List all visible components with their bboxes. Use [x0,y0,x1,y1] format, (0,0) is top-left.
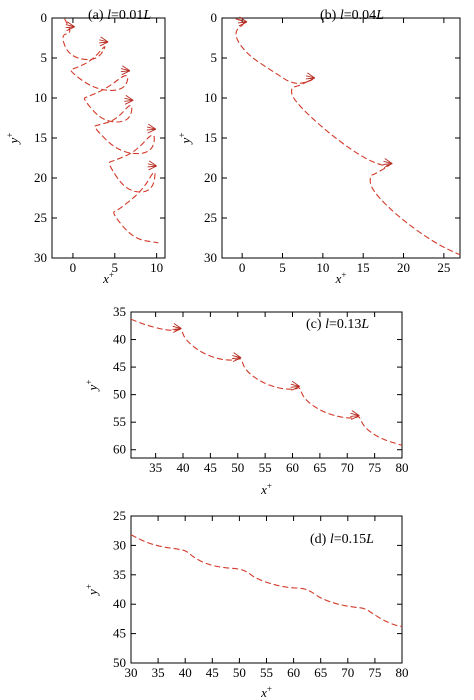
x-tick-label: 75 [368,460,381,475]
y-tick-label: 30 [113,537,126,552]
y-axis-title: y+ [84,380,100,393]
y-tick-label: 15 [204,130,217,145]
x-tick-label: 30 [125,665,138,680]
x-tick-label: 45 [204,460,217,475]
cusp-marker [65,21,75,32]
plot-frame [130,311,403,459]
y-tick-label: 45 [113,626,126,641]
x-tick-label: 55 [259,460,272,475]
x-tick-label: 25 [437,260,450,275]
x-tick-label: 70 [341,665,354,680]
y-tick-label: 40 [113,332,126,347]
trajectory-line [235,18,460,256]
x-tick-label: 35 [152,665,165,680]
x-axis-title: x+ [335,270,347,286]
trajectory-line [131,318,402,446]
y-tick-label: 25 [204,210,217,225]
cusp-marker [147,160,157,171]
x-tick-label: 45 [206,665,219,680]
x-tick-label: 40 [179,665,192,680]
panel-label: (a) l=0.01L [88,8,151,23]
y-tick-label: 30 [204,250,217,265]
y-tick-label: 10 [34,90,47,105]
y-tick-label: 20 [34,170,47,185]
x-tick-label: 70 [341,460,354,475]
trajectory-line [62,18,159,244]
y-tick-label: 55 [113,414,126,429]
trajectory-line [131,534,402,628]
x-tick-label: 50 [233,665,246,680]
x-axis-title: x+ [102,270,114,286]
x-tick-label: 0 [239,260,246,275]
x-axis-title: x+ [260,684,272,700]
cusp-marker [99,36,109,47]
cusp-marker [172,323,182,333]
x-tick-label: 20 [397,260,410,275]
x-tick-label: 40 [177,460,190,475]
y-tick-label: 35 [113,567,126,582]
y-tick-label: 50 [113,387,126,402]
y-tick-label: 20 [204,170,217,185]
y-tick-label: 40 [113,596,126,611]
x-tick-label: 60 [286,460,299,475]
plot-frame [221,17,461,259]
y-tick-label: 5 [41,50,48,65]
panel-a: 0 5 10 0 5 10 15 20 25 30 x+ y+ (a) l=0.01L [5,8,166,286]
panel-label: (c) l=0.13L [306,317,369,332]
y-tick-label: 35 [113,304,126,319]
y-tick-label: 10 [204,90,217,105]
panel-label: (d) l=0.15L [310,532,374,547]
panel-b: 0 5 10 15 20 25 0 5 10 15 20 25 30 x+ y+ (b) l=0.04L [177,8,461,286]
cusp-marker [124,94,134,105]
x-tick-label: 50 [231,460,244,475]
x-axis-title: x+ [260,481,272,497]
cusp-marker [383,158,393,168]
x-tick-label: 15 [357,260,370,275]
cusp-marker [120,65,131,76]
cusp-marker [290,380,300,391]
cusp-marker [232,352,242,363]
x-tick-label: 10 [316,260,329,275]
x-tick-label: 65 [314,665,327,680]
x-tick-label: 60 [287,665,300,680]
x-tick-label: 55 [260,665,273,680]
cusp-marker [146,123,157,134]
panel-c: 35 40 45 50 55 60 65 70 75 80 35 40 45 50 55 60 x+ y+ (c) … [84,304,409,497]
x-tick-label: 10 [150,260,163,275]
y-tick-label: 0 [41,10,48,25]
y-tick-label: 50 [113,655,126,670]
x-tick-label: 5 [279,260,286,275]
y-tick-label: 60 [113,442,126,457]
cusp-marker [350,410,360,420]
y-axis-title: y+ [84,584,100,597]
y-tick-label: 0 [211,10,218,25]
y-tick-label: 5 [211,50,218,65]
x-tick-label: 80 [396,665,409,680]
panel-label: (b) l=0.04L [320,8,384,23]
y-axis-title: y+ [5,133,21,146]
cusp-marker [305,72,316,83]
y-axis-title: y+ [177,133,193,146]
x-tick-label: 80 [396,460,409,475]
cusp-marker [238,16,248,27]
y-tick-label: 25 [34,210,47,225]
panel-d: 30 35 40 45 50 55 60 65 70 75 80 25 30 35 40 45 50 x+ y+ (d… [84,508,409,700]
x-tick-label: 5 [112,260,119,275]
y-tick-label: 45 [113,359,126,374]
y-tick-label: 30 [34,250,47,265]
y-tick-label: 15 [34,130,47,145]
x-tick-label: 65 [313,460,326,475]
x-tick-label: 75 [368,665,381,680]
x-tick-label: 0 [70,260,77,275]
y-tick-label: 25 [113,508,126,523]
x-tick-label: 35 [149,460,162,475]
